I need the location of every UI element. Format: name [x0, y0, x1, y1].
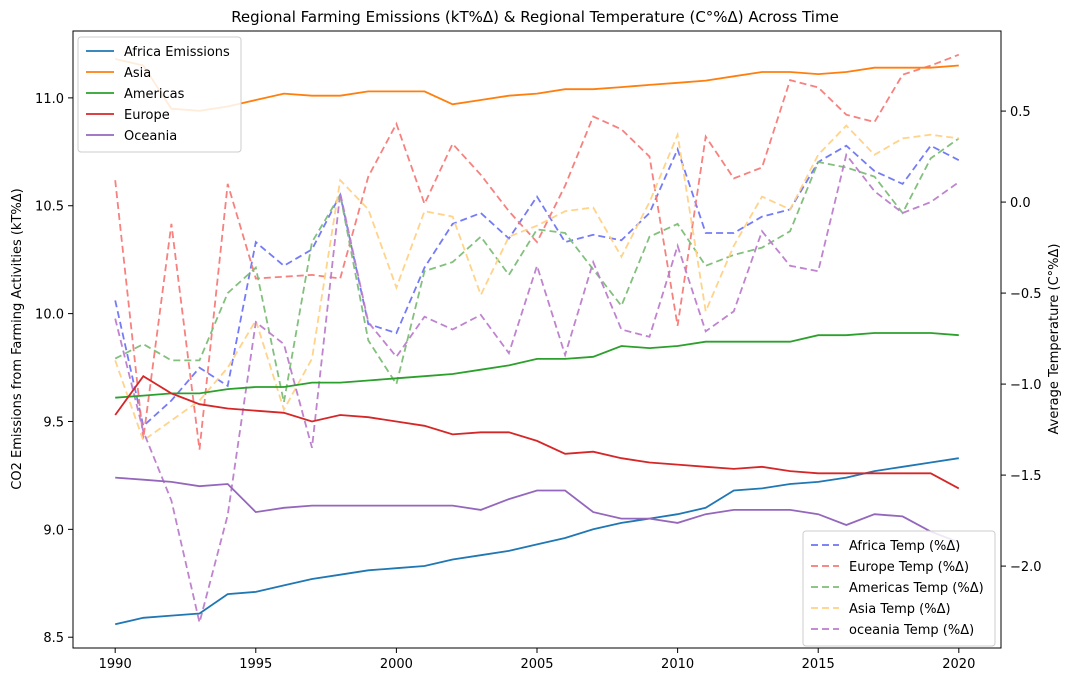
y-right-label: Average Temperature (C°%Δ)	[1047, 244, 1062, 435]
series-line-oceania	[115, 476, 960, 544]
series-line-africa-emissions	[114, 457, 959, 626]
legend-label-asia-temp: Asia Temp (%Δ)	[849, 602, 951, 617]
x-tick-label: 1995	[239, 657, 272, 672]
legend-label-americas-temp: Americas Temp (%Δ)	[849, 581, 984, 596]
x-tick-label: 2005	[520, 657, 553, 672]
x-tick-label: 2020	[942, 657, 975, 672]
series-line-europe-temp	[114, 53, 960, 450]
series-line-americas	[115, 332, 959, 399]
x-tick-label: 2000	[380, 657, 413, 672]
y-left-tick-label: 11.0	[35, 92, 64, 107]
legend-label-europe: Europe	[124, 108, 170, 123]
plot-lines	[114, 53, 960, 626]
legend-box	[802, 530, 996, 647]
y-right-tick-label: −2.0	[1010, 560, 1042, 575]
series-line-africa-temp	[114, 144, 960, 428]
y-left-tick-label: 10.0	[35, 308, 64, 323]
legend-temperature: Africa Temp (%Δ) Europe Temp (%Δ) Americas…	[802, 530, 996, 647]
y-left-tick-label: 9.5	[43, 415, 64, 430]
legend-label-europe-temp: Europe Temp (%Δ)	[849, 560, 969, 575]
x-tick-label: 2010	[661, 657, 694, 672]
axes: 1990 1995 2000 2005 2010 2015 2020 8.5 9.0 9.5 10.…	[35, 92, 1042, 672]
x-tick-label: 1990	[99, 657, 132, 672]
y-left-tick-label: 8.5	[43, 631, 64, 646]
legend-label-oceania: Oceania	[124, 129, 177, 144]
y-right-tick-label: 0.5	[1010, 105, 1031, 120]
series-line-asia-temp	[114, 124, 959, 442]
y-left-label: CO2 Emissions from Farming Activities (k…	[10, 188, 25, 489]
y-right-tick-label: −1.0	[1010, 378, 1042, 393]
legend-label-africa-emissions: Africa Emissions	[124, 45, 230, 60]
legend-label-americas: Americas	[124, 87, 185, 102]
series-line-asia	[114, 58, 959, 112]
legend-box	[77, 36, 242, 153]
y-right-tick-label: −0.5	[1010, 287, 1042, 302]
legend-label-africa-temp: Africa Temp (%Δ)	[849, 539, 960, 554]
legend-label-oceania-temp: oceania Temp (%Δ)	[849, 623, 974, 638]
y-right-tick-label: 0.0	[1010, 196, 1031, 211]
series-line-europe	[114, 374, 960, 490]
y-left-tick-label: 9.0	[43, 523, 64, 538]
legend-emissions: Africa Emissions Asia Americas Europe Oceani…	[77, 36, 242, 153]
chart-title: Regional Farming Emissions (kT%Δ) & Regi…	[231, 8, 839, 26]
y-right-tick-label: −1.5	[1010, 469, 1042, 484]
series-line-oceania-temp	[114, 152, 960, 623]
y-left-tick-label: 10.5	[35, 200, 64, 215]
x-tick-label: 2015	[802, 657, 835, 672]
legend-label-asia: Asia	[124, 66, 151, 81]
series-line-americas-temp	[114, 137, 960, 403]
